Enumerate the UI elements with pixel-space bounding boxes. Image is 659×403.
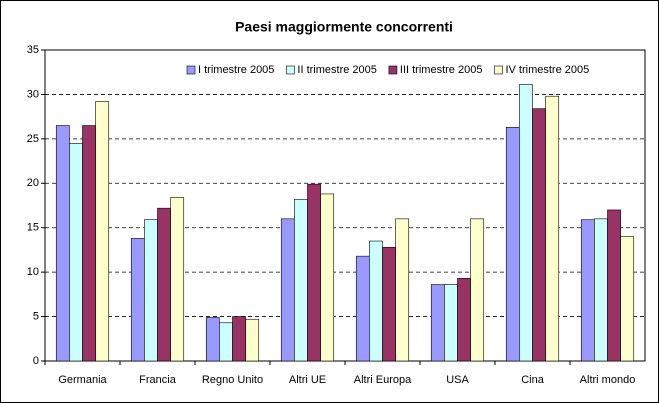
legend-label: I trimestre 2005 bbox=[198, 64, 274, 76]
y-tick-label: 15 bbox=[27, 222, 39, 234]
bar bbox=[505, 127, 520, 362]
legend-swatch bbox=[388, 65, 398, 75]
bar bbox=[170, 197, 185, 362]
legend-swatch bbox=[494, 65, 503, 75]
bar bbox=[245, 318, 260, 362]
x-tick-label: Regno Unito bbox=[202, 374, 263, 386]
bar bbox=[369, 240, 383, 362]
legend-label: III trimestre 2005 bbox=[400, 64, 483, 76]
bar bbox=[294, 198, 308, 362]
legend-label: IV trimestre 2005 bbox=[505, 64, 589, 76]
y-tick-label: 30 bbox=[27, 88, 39, 100]
bar bbox=[395, 218, 410, 362]
bar bbox=[157, 207, 171, 362]
legend-label: II trimestre 2005 bbox=[297, 64, 376, 76]
bar bbox=[307, 183, 321, 362]
x-tick-label: Altri UE bbox=[289, 374, 326, 386]
bar bbox=[355, 255, 370, 362]
y-tick-label: 5 bbox=[33, 310, 39, 322]
x-tick-label: Germania bbox=[58, 374, 107, 386]
x-tick-label: Altri mondo bbox=[580, 374, 636, 386]
bar bbox=[594, 218, 608, 362]
bar bbox=[144, 219, 158, 362]
bar bbox=[430, 284, 445, 362]
chart-title: Paesi maggiormente concorrenti bbox=[235, 19, 453, 35]
bar bbox=[130, 238, 145, 362]
bar bbox=[280, 218, 295, 362]
bar bbox=[580, 219, 595, 362]
bar bbox=[545, 95, 560, 362]
bar bbox=[532, 108, 546, 362]
y-tick-label: 20 bbox=[27, 177, 39, 189]
bar bbox=[55, 125, 70, 362]
y-tick-label: 0 bbox=[33, 355, 39, 367]
bar bbox=[620, 236, 635, 362]
y-tick-label: 35 bbox=[27, 44, 39, 56]
bar bbox=[69, 143, 83, 362]
bar bbox=[95, 101, 110, 362]
bar bbox=[519, 84, 533, 362]
bar bbox=[219, 322, 233, 362]
bar bbox=[444, 284, 458, 362]
y-tick-label: 25 bbox=[27, 133, 39, 145]
bar bbox=[470, 218, 485, 362]
legend-swatch bbox=[286, 65, 295, 75]
x-tick-label: USA bbox=[446, 374, 469, 386]
bar bbox=[382, 246, 396, 362]
x-tick-label: Francia bbox=[139, 374, 177, 386]
bar bbox=[457, 278, 471, 362]
bar bbox=[607, 209, 621, 362]
x-tick-label: Altri Europa bbox=[354, 374, 412, 386]
bar bbox=[205, 317, 220, 362]
bar bbox=[82, 125, 96, 362]
bar bbox=[320, 193, 335, 362]
legend-swatch bbox=[186, 65, 196, 75]
y-tick-label: 10 bbox=[27, 266, 39, 278]
bar bbox=[232, 316, 246, 362]
x-tick-label: Cina bbox=[521, 374, 545, 386]
